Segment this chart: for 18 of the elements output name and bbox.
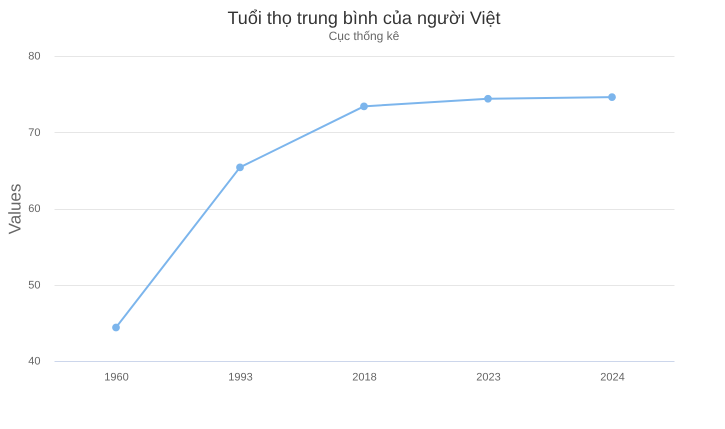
point: [236, 163, 244, 172]
point: [608, 93, 616, 102]
point: [360, 102, 368, 110]
chart-subtitle: Cục thống kê: [328, 29, 400, 43]
point: [112, 324, 120, 332]
x-tick-label: 1960: [104, 372, 129, 384]
chart-title: Tuổi thọ trung bình của người Việt: [227, 8, 501, 28]
y-tick-label: 80: [28, 50, 40, 62]
y-tick-label: 60: [28, 203, 40, 215]
y-tick-label: 70: [28, 126, 40, 139]
x-tick-label: 2018: [352, 372, 377, 384]
x-tick-label: 1993: [228, 372, 253, 384]
point: [484, 94, 492, 103]
y-tick-label: 40: [28, 356, 40, 368]
x-tick-label: 2024: [600, 372, 625, 384]
y-tick-label: 50: [28, 279, 40, 292]
y-axis-title: Values: [5, 184, 24, 234]
x-tick-label: 2023: [476, 372, 501, 384]
